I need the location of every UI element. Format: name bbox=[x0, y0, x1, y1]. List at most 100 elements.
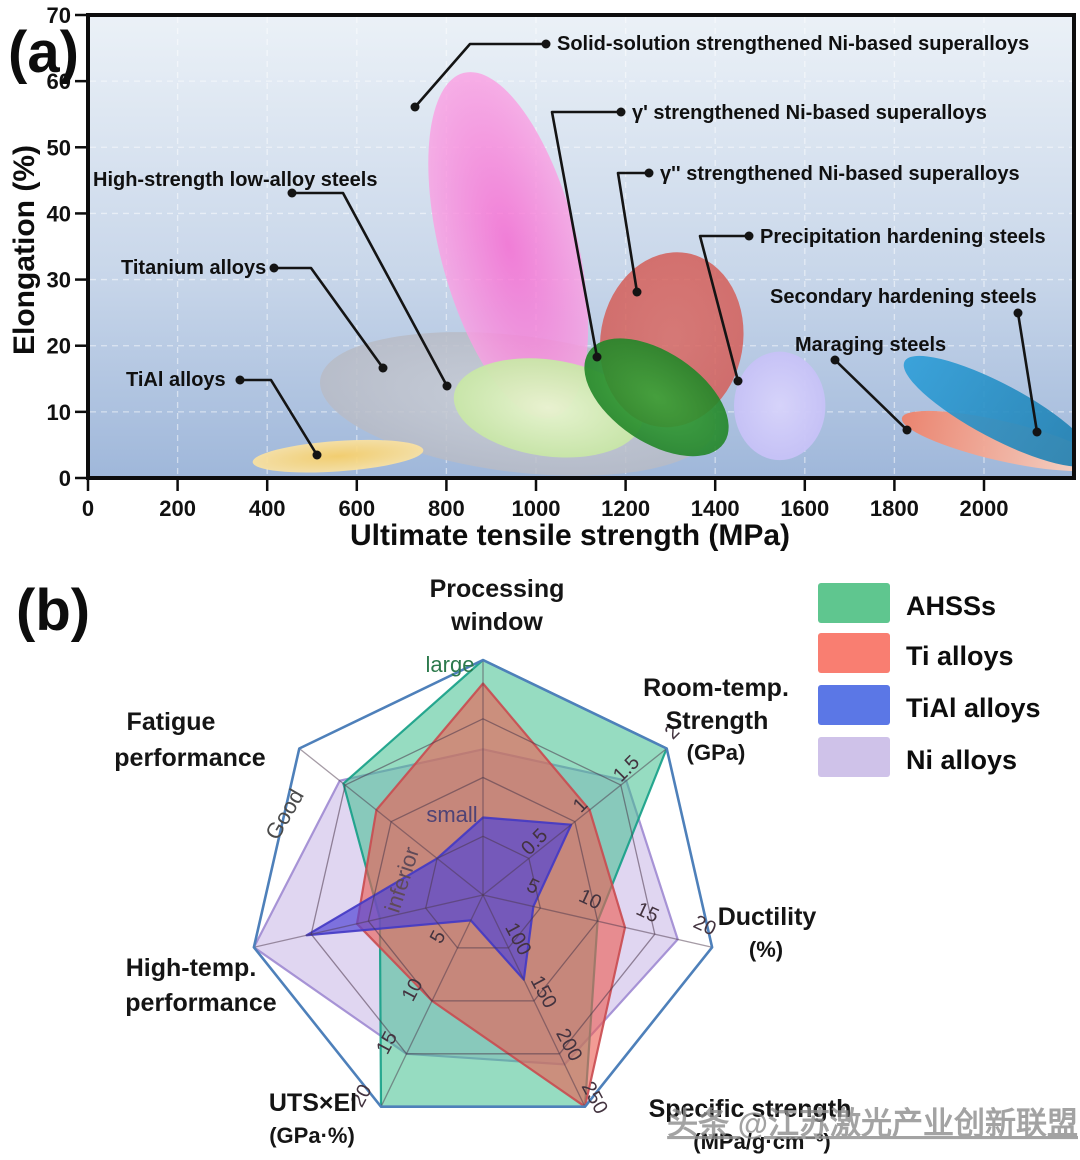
radar-spoke bbox=[482, 747, 668, 896]
leader-dot bbox=[1013, 308, 1023, 318]
leader-dot bbox=[644, 168, 654, 178]
leader-dot bbox=[442, 381, 452, 391]
x-tick-label: 800 bbox=[428, 496, 465, 521]
axis-title-hightemp-1: High-temp. bbox=[126, 954, 257, 982]
axis-title-fatigue-2: performance bbox=[114, 744, 266, 772]
legend-swatch-ni-alloys bbox=[818, 737, 890, 777]
leader-dot bbox=[378, 363, 388, 373]
radar-series bbox=[252, 658, 679, 1108]
leader-dot bbox=[592, 352, 602, 362]
legend-swatch-ti-alloys bbox=[818, 633, 890, 673]
x-tick-label: 1400 bbox=[691, 496, 740, 521]
x-axis-title: Ultimate tensile strength (MPa) bbox=[350, 519, 790, 552]
y-tick-label: 60 bbox=[47, 69, 71, 94]
radar-tick-label: Good bbox=[260, 785, 309, 844]
panel-a-scatter-chart: 0 200 400 600 800 1000 1200 1400 1600 1800 2000 0 10… bbox=[8, 3, 1076, 552]
axis-title-roomtemp-3: (GPa) bbox=[687, 740, 746, 765]
annotation-label-0: Solid-solution strengthened Ni-based sup… bbox=[557, 33, 1029, 55]
leader-dot bbox=[616, 107, 626, 117]
leader-dot bbox=[410, 102, 420, 112]
leader-line bbox=[292, 191, 449, 387]
axis-title-specific-2: (MPa/g·cm⁻³) bbox=[693, 1129, 831, 1154]
x-tick-label: 200 bbox=[159, 496, 196, 521]
radar-spoke bbox=[380, 894, 484, 1108]
radar-ring bbox=[310, 718, 656, 1055]
axis-title-utsel-1: UTS×El bbox=[269, 1089, 357, 1117]
radar-series-tial-alloys bbox=[305, 816, 573, 981]
leader-line bbox=[1016, 312, 1039, 433]
leader-line bbox=[616, 171, 649, 293]
y-tick-label: 30 bbox=[47, 268, 71, 293]
region-ellipse-7 bbox=[903, 355, 1074, 467]
x-tick-label: 1000 bbox=[512, 496, 561, 521]
legend-swatch-ahsss bbox=[818, 583, 890, 623]
region-ellipse-8 bbox=[252, 439, 424, 473]
leader-line bbox=[550, 110, 621, 358]
axis-ticks: 0 200 400 600 800 1000 1200 1400 1600 1800 2000 0 10… bbox=[47, 3, 1009, 521]
annotation-label-5: Maraging steels bbox=[795, 334, 946, 356]
x-tick-label: 1200 bbox=[601, 496, 650, 521]
axis-title-roomtemp-2: Strength bbox=[666, 707, 769, 735]
panel-b-radar-chart: 0.511.525 10 15 201001502002505101520smalll… bbox=[16, 575, 1041, 1154]
axis-title-processing-1: Processing bbox=[430, 575, 565, 603]
leader-line bbox=[698, 234, 749, 382]
x-tick-label: 0 bbox=[82, 496, 94, 521]
axis-title-roomtemp-1: Room-temp. bbox=[643, 674, 789, 702]
plot-frame bbox=[86, 13, 1076, 480]
region-ellipse-1 bbox=[428, 72, 589, 419]
leader-line bbox=[274, 266, 385, 369]
watermark: 头条 @江苏激光产业创新联盟 bbox=[667, 1106, 1078, 1141]
axis-title-ductility-1: Ductility bbox=[718, 903, 817, 931]
y-tick-label: 50 bbox=[47, 135, 71, 160]
radar-spoke bbox=[482, 894, 713, 948]
annotation-label-7: Titanium alloys bbox=[121, 257, 266, 279]
legend-label-ni-alloys: Ni alloys bbox=[906, 745, 1017, 775]
y-tick-label: 0 bbox=[59, 466, 71, 491]
y-tick-label: 20 bbox=[47, 334, 71, 359]
annotation-label-4: Secondary hardening steels bbox=[770, 286, 1037, 308]
radar-spoke bbox=[482, 894, 586, 1108]
leader-dot bbox=[541, 39, 551, 49]
region-annotations: Solid-solution strengthened Ni-based sup… bbox=[93, 33, 1046, 460]
leader-dot bbox=[1032, 427, 1042, 437]
annotation-label-6: High-strength low-alloy steels bbox=[93, 169, 377, 191]
axis-title-ductility-2: (%) bbox=[749, 937, 783, 962]
x-tick-label: 600 bbox=[338, 496, 375, 521]
legend-label-ahsss: AHSSs bbox=[906, 591, 996, 621]
x-tick-label: 400 bbox=[249, 496, 286, 521]
radar-tick-labels: 0.511.525 10 15 201001502002505101520smalll… bbox=[260, 652, 719, 1118]
region-ellipse-5 bbox=[734, 351, 826, 461]
axis-title-specific-1: Specific strength bbox=[649, 1095, 852, 1123]
radar-tick-label: 20 bbox=[690, 911, 719, 940]
panel-a-tag: (a) bbox=[8, 20, 79, 85]
alloy-regions bbox=[252, 72, 1074, 476]
annotation-label-2: γ'' strengthened Ni-based superalloys bbox=[660, 163, 1020, 185]
annotation-label-1: γ' strengthened Ni-based superalloys bbox=[632, 102, 987, 124]
radar-grid bbox=[253, 660, 713, 1108]
panel-b-tag: (b) bbox=[16, 578, 90, 643]
gridlines bbox=[90, 17, 1075, 476]
radar-outer-heptagon bbox=[252, 658, 714, 1108]
leader-line bbox=[240, 378, 319, 456]
region-ellipse-4 bbox=[584, 338, 729, 457]
axis-title-processing-2: window bbox=[450, 608, 543, 636]
annotation-label-3: Precipitation hardening steels bbox=[760, 226, 1046, 248]
leader-dot bbox=[269, 263, 279, 273]
radar-spoke bbox=[253, 894, 484, 948]
legend-swatch-tial-alloys bbox=[818, 685, 890, 725]
radar-ring bbox=[367, 776, 599, 1002]
legend-label-tial-alloys: TiAl alloys bbox=[906, 693, 1041, 723]
legend: AHSSs Ti alloys TiAl alloys Ni alloys bbox=[818, 583, 1041, 777]
x-tick-label: 1800 bbox=[870, 496, 919, 521]
annotation-label-8: TiAl alloys bbox=[126, 369, 226, 391]
radar-tick-label: large bbox=[426, 652, 475, 677]
leader-dot bbox=[312, 450, 322, 460]
leader-dot bbox=[744, 231, 754, 241]
radar-outline bbox=[252, 658, 714, 1108]
leader-dot bbox=[287, 188, 297, 198]
axis-title-utsel-2: (GPa·%) bbox=[269, 1123, 355, 1148]
legend-label-ti-alloys: Ti alloys bbox=[906, 641, 1014, 671]
x-tick-label: 2000 bbox=[960, 496, 1009, 521]
